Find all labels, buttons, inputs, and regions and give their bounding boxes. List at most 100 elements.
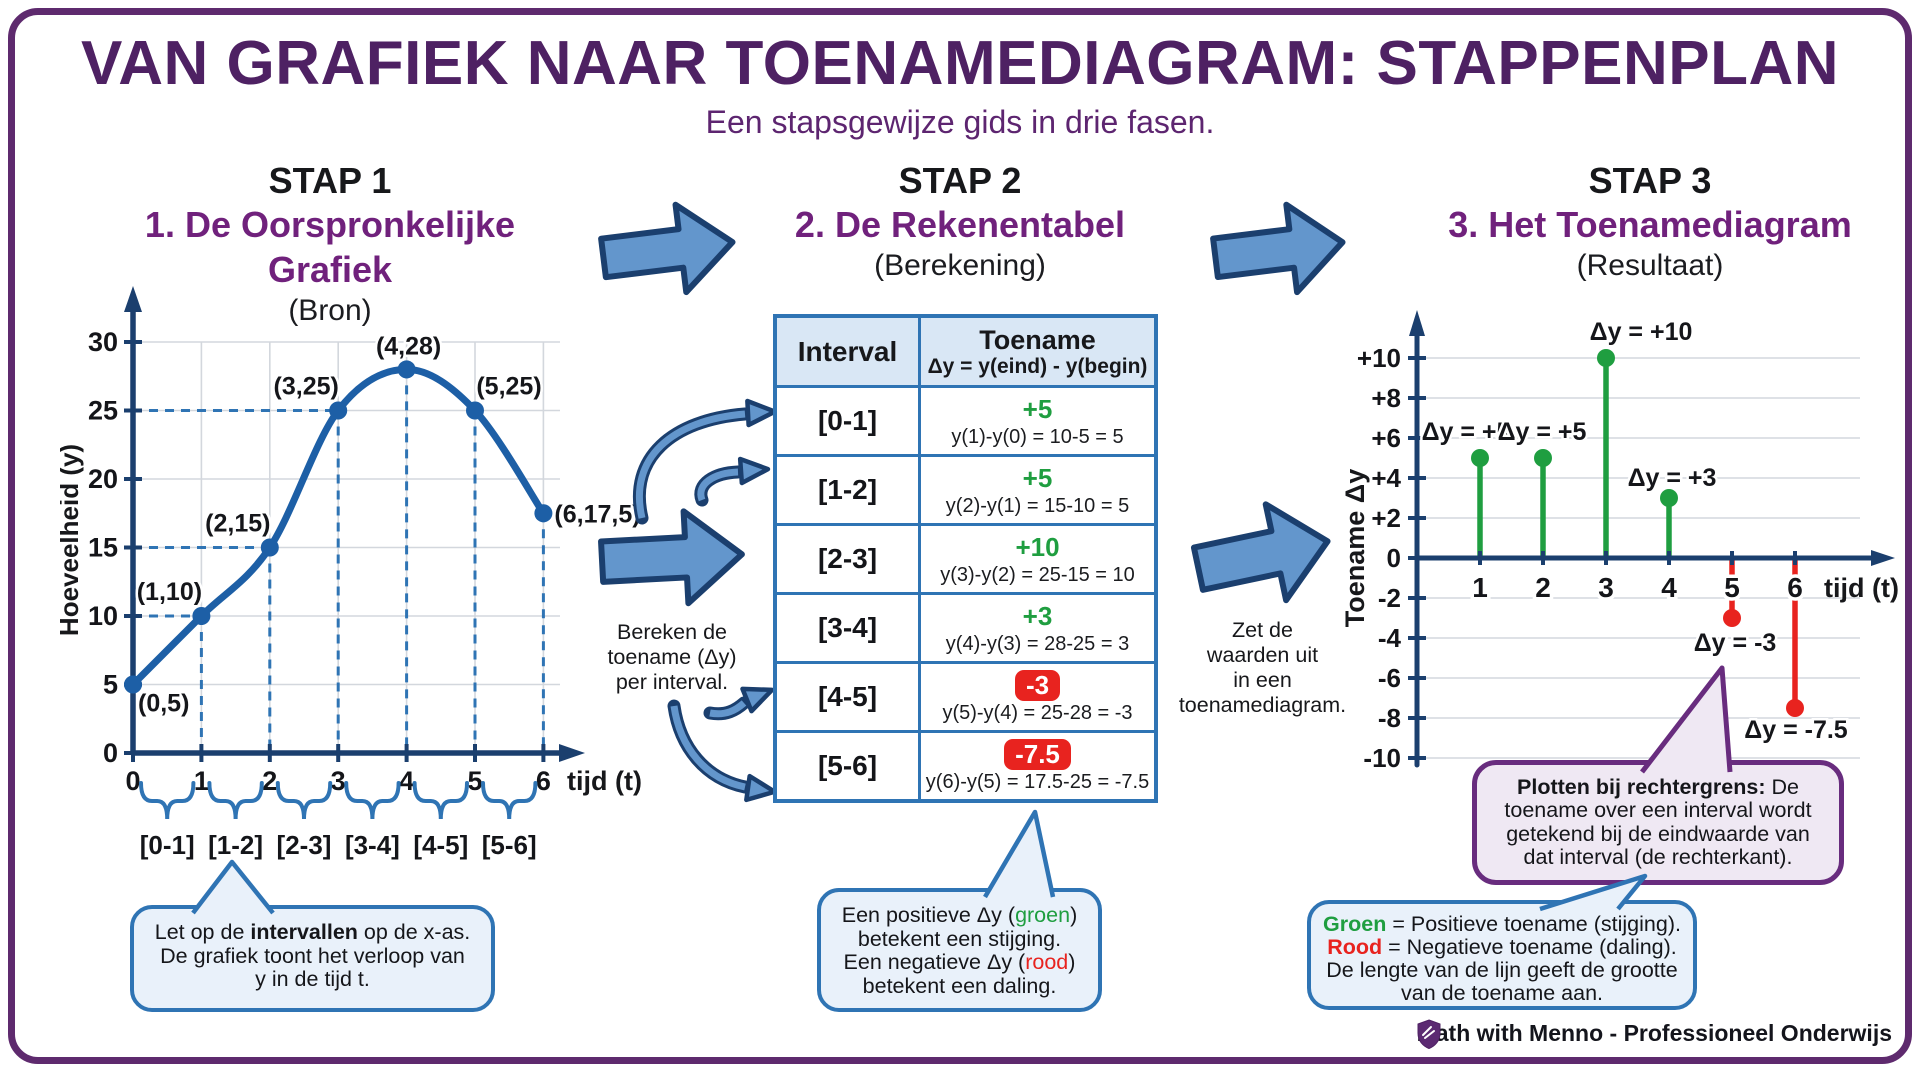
calculation-table: Interval Toename Δy = y(eind) - y(begin)…	[773, 314, 1158, 803]
point-label: (0,5)	[138, 690, 189, 718]
ticks	[1408, 356, 1797, 760]
table-header-toename: Toename Δy = y(eind) - y(begin)	[921, 318, 1154, 385]
point-label: (3,25)	[274, 373, 339, 401]
source-graph-chart: 0 5 10 15 20 25 30 0 1 2 3 4 5 6 tijd (t) Hoeveelheid (…	[60, 286, 643, 860]
x-tick-label: 4	[399, 766, 414, 796]
data-point	[329, 401, 348, 420]
table-row: [1-2] +5 y(2)-y(1) = 15-10 = 5	[777, 457, 1154, 526]
table-cell-interval: [3-4]	[777, 595, 921, 661]
y-tick-label: +10	[1357, 343, 1401, 373]
table-cell-interval: [0-1]	[777, 388, 921, 454]
stems	[1471, 349, 1804, 717]
note-zet-de-waarden: Zet de waarden uit in een toenamediagram…	[1178, 618, 1347, 717]
stem-label: Δy = -3	[1694, 629, 1777, 657]
table-cell-toename: +5 y(2)-y(1) = 15-10 = 5	[921, 457, 1154, 523]
table-row: [5-6] -7.5 y(6)-y(5) = 17.5-25 = -7.5	[777, 733, 1154, 799]
curved-arrow-head	[745, 398, 778, 428]
stem-labels: Δy = +5Δy = +5 Δy = +10 Δy = +3 Δy = -3 Δy =…	[1419, 316, 1850, 747]
callout-step2: Een positieve Δy (groen) betekent een st…	[817, 888, 1102, 1012]
delta-formula: y(4)-y(3) = 28-25 = 3	[945, 632, 1130, 655]
curved-arrow-outline	[703, 696, 751, 721]
y-tick-label: 0	[103, 738, 118, 768]
data-point	[397, 360, 416, 379]
x-tick-label: 3	[1598, 572, 1614, 603]
stem-dot	[1660, 489, 1678, 507]
interval-label: [4-5]	[413, 830, 468, 860]
x-tick-label: 6	[1787, 572, 1803, 603]
tick-labels: 0 5 10 15 20 25 30 0 1 2 3 4 5 6	[88, 327, 551, 796]
delta-value: -7.5	[1004, 738, 1071, 770]
interval-labels: [0-1] [1-2] [2-3] [3-4] [4-5] [5-6]	[140, 830, 537, 860]
x-tick-label: 1	[194, 766, 209, 796]
y-tick-label: +8	[1371, 383, 1401, 413]
x-tick-label: 1	[1472, 572, 1488, 603]
x-tick-label: 5	[1724, 572, 1740, 603]
interval-brace	[275, 781, 333, 820]
x-tick-label: 5	[467, 766, 482, 796]
y-tick-label: 25	[88, 396, 118, 426]
delta-value: +5	[1022, 393, 1053, 424]
step1-subtitle: (Bron)	[288, 294, 372, 327]
stem-label: Δy = -7.5	[1744, 716, 1848, 744]
stem-dot	[1786, 699, 1804, 717]
x-tick-label: 2	[262, 766, 277, 796]
point-labels: (0,5) (1,10) (2,15) (3,25) (4,28) (5,25) (6,17…	[134, 330, 643, 720]
curved-arrow-fill	[697, 468, 739, 502]
table-row: [2-3] +10 y(3)-y(2) = 25-15 = 10	[777, 526, 1154, 595]
x-tick-label: 3	[331, 766, 346, 796]
y-tick-label: -10	[1363, 743, 1401, 773]
callout-legend: Groen = Positieve toename (stijging). Ro…	[1307, 900, 1697, 1010]
curved-arrow-fill	[709, 700, 747, 718]
brand-text: Math with Menno - Professioneel Onderwij…	[1416, 1020, 1892, 1046]
data-point	[466, 401, 484, 420]
callout-step1: Let op de intervallen op de x-as. De gra…	[130, 905, 495, 1012]
y-tick-label: +2	[1371, 503, 1401, 533]
step1-kicker: STAP 1	[268, 160, 392, 201]
data-point	[124, 675, 142, 694]
y-tick-label: 10	[88, 601, 118, 631]
stem-dot	[1534, 449, 1552, 467]
table-header-toename-title: Toename	[979, 324, 1096, 355]
callout-plotten-rechtergrens: Plotten bij rechtergrens: De toename ove…	[1472, 760, 1844, 885]
table-cell-interval: [1-2]	[777, 457, 921, 523]
step1-title: 1. De Oorspronkelijke Grafiek	[144, 204, 516, 290]
x-tick-label: 0	[125, 766, 140, 796]
table-cell-interval: [2-3]	[777, 526, 921, 592]
y-tick-label: 5	[103, 670, 118, 700]
interval-brace	[207, 781, 264, 820]
point-label: (6,17,5)	[554, 500, 640, 528]
table-header-row: Interval Toename Δy = y(eind) - y(begin)	[777, 318, 1154, 388]
grid	[1417, 357, 1860, 759]
y-axis-arrow	[124, 286, 142, 312]
interval-braces	[139, 781, 538, 820]
table-header-interval: Interval	[777, 318, 921, 385]
delta-formula: y(1)-y(0) = 10-5 = 5	[951, 425, 1124, 448]
y-tick-label: -2	[1378, 583, 1401, 613]
note-bereken: Bereken de toename (Δy) per interval.	[607, 620, 737, 694]
y-tick-label: -4	[1378, 623, 1402, 653]
data-point	[260, 538, 279, 557]
y-axis-title: Toename Δy	[1340, 469, 1370, 627]
interval-label: [1-2]	[208, 830, 263, 860]
x-axis-arrow	[559, 744, 585, 762]
interval-brace	[139, 781, 196, 820]
delta-value: +3	[1022, 600, 1053, 631]
data-points	[124, 360, 553, 694]
step1-header: STAP 1 1. De Oorspronkelijke Grafiek (Br…	[90, 160, 570, 330]
table-cell-toename: +5 y(1)-y(0) = 10-5 = 5	[921, 388, 1154, 454]
stem-dot	[1723, 609, 1741, 627]
step2-header: STAP 2 2. De Rekenentabel (Berekening)	[720, 160, 1200, 285]
x-axis-title: tijd (t)	[567, 766, 642, 796]
table-body: [0-1] +5 y(1)-y(0) = 10-5 = 5 [1-2] +5 y(2)-y…	[777, 388, 1154, 799]
y-tick-label: -8	[1378, 703, 1401, 733]
interval-label: [0-1]	[140, 830, 195, 860]
curved-arrow-head	[737, 456, 771, 486]
table-row: [3-4] +3 y(4)-y(3) = 28-25 = 3	[777, 595, 1154, 664]
brand-footer: Math with Menno - Professioneel Onderwij…	[1416, 1018, 1892, 1049]
x-tick-label: 2	[1535, 572, 1551, 603]
point-label: (4,28)	[376, 332, 441, 360]
interval-label: [2-3]	[277, 830, 332, 860]
page-title: VAN GRAFIEK NAAR TOENAMEDIAGRAM: STAPPEN…	[80, 29, 1840, 98]
step2-subtitle: (Berekening)	[874, 249, 1046, 282]
step2-title: 2. De Rekenentabel	[794, 204, 1126, 245]
